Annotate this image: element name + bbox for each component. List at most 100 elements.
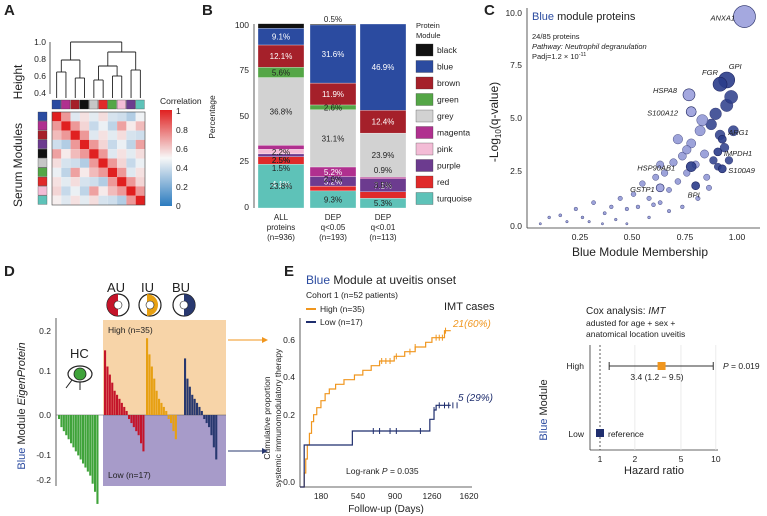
f-xtick: 10	[711, 454, 721, 464]
bar-data-label: 5.6%	[272, 68, 290, 77]
eigenprotein-bar-au	[128, 415, 131, 420]
eigenprotein-bar-hc	[74, 415, 77, 452]
scatter-point	[728, 125, 739, 137]
scatter-point	[652, 173, 660, 181]
eye-icon-bu	[172, 293, 196, 317]
b-legend-title: Protein	[416, 21, 440, 30]
heatmap-cell	[89, 149, 99, 159]
module-swatch	[37, 167, 48, 177]
low-arrow-head	[262, 448, 268, 454]
eigenprotein-bar-hc	[84, 415, 87, 468]
f-row-high: High	[567, 361, 585, 371]
heatmap-cell	[61, 158, 71, 168]
eigenprotein-bar-au	[108, 374, 111, 415]
eigenprotein-bar-bu	[188, 386, 191, 415]
bar-data-label: 0.5%	[324, 15, 342, 24]
eigenprotein-bar-iu	[150, 366, 153, 415]
module-swatch	[37, 121, 48, 131]
eigenprotein-bar-hc	[65, 415, 68, 436]
heatmap-cell	[126, 130, 136, 140]
f-title-text: Cox analysis:	[586, 306, 648, 317]
gene-label: FGR	[702, 68, 718, 77]
c-info-padj: Padj=1.2 × 10-11	[532, 52, 586, 61]
module-swatch	[98, 99, 108, 110]
height-axis-title: Height	[11, 64, 25, 99]
heatmap-cell	[79, 186, 90, 196]
heatmap-cell	[61, 177, 71, 187]
heatmap-cell	[79, 139, 90, 150]
c-padj-exp: -11	[579, 52, 587, 58]
b-ytick: 50	[240, 111, 250, 121]
eigenprotein-bar-au	[104, 350, 107, 415]
f-high-p-label: P	[723, 361, 729, 371]
heatmap-cell	[52, 195, 62, 205]
c-xlabel: Blue Module Membership	[572, 245, 708, 259]
heatmap-cell	[70, 195, 80, 205]
heatmap-cell	[107, 167, 118, 178]
heatmap-cell	[70, 177, 80, 187]
eigenprotein-bar-hc	[96, 415, 99, 504]
heatmap-cell	[126, 149, 136, 159]
heatmap-cell	[107, 121, 118, 131]
bar-category-label: (n=193)	[319, 233, 347, 242]
dendrogram	[56, 41, 141, 98]
legend-label-black: black	[437, 45, 458, 55]
serum-modules-label: Serum Modules	[11, 123, 25, 207]
d-ytick: 0.0	[39, 410, 51, 420]
heatmap-cell	[89, 186, 99, 196]
stacked-segment-magenta	[359, 176, 407, 179]
scatter-point	[724, 90, 738, 104]
eigenprotein-bar-hc	[91, 415, 94, 484]
bar-data-label: 5.2%	[324, 168, 342, 177]
e-logrank-text: Log-rank	[346, 466, 382, 476]
eigenprotein-bar-iu	[148, 354, 151, 415]
legend-swatch-pink	[415, 142, 434, 156]
heatmap-cell	[107, 177, 118, 187]
c-padj-text: Padj=1.2 × 10	[532, 52, 579, 61]
scatter-point	[580, 215, 585, 220]
high-region	[103, 320, 226, 415]
e-cohort: Cohort 1 (n=52 patients)	[306, 290, 398, 300]
legend-label-grey: grey	[437, 111, 454, 121]
module-swatch	[37, 130, 48, 140]
bar-data-label: 46.9%	[372, 63, 395, 72]
heatmap-cell	[70, 112, 80, 122]
eigenprotein-bar-au	[118, 398, 121, 415]
scatter-point	[635, 204, 641, 209]
scatter-point	[587, 220, 591, 224]
eigenprotein-bar-hc	[62, 415, 65, 432]
scatter-point-fgr	[712, 76, 728, 92]
c-xtick: 0.50	[624, 232, 641, 242]
f-title-italic: IMT	[648, 306, 666, 317]
heatmap-cell	[89, 130, 99, 140]
module-swatch	[51, 99, 61, 110]
scatter-point	[674, 178, 682, 185]
e-title-rest: Module at uveitis onset	[330, 273, 457, 287]
eigenprotein-bar-iu	[174, 415, 177, 440]
bar-data-label: 12.4%	[372, 118, 395, 127]
legend-swatch-purple	[415, 159, 434, 172]
bar-data-label: 23.9%	[372, 151, 395, 160]
eye-icon-hc	[65, 365, 93, 390]
panel-e-label: E	[284, 263, 294, 280]
heatmap-cell	[61, 121, 71, 131]
scatter-point	[680, 204, 685, 209]
scatter-point	[614, 217, 618, 222]
module-swatch	[37, 176, 48, 186]
e-high-cases: 21(60%)	[452, 319, 491, 330]
e-ytick: 0.6	[283, 335, 295, 345]
f-xtick: 2	[633, 454, 638, 464]
scatter-point	[667, 209, 671, 214]
heatmap-cell	[61, 195, 71, 205]
bar-category-label: (n=113)	[369, 233, 397, 242]
eigenprotein-bar-au	[116, 394, 119, 415]
b-stacked-bars: 2.5%9.1%12.1%5.6%36.8%2.2%2.5%1.5%4.1%23…	[257, 15, 407, 209]
panel-b: B Percentage 100 75 50 25 0 2.5% 9.1% 12.1…	[202, 2, 472, 242]
eigenprotein-bar-hc	[77, 415, 80, 456]
eigenprotein-bar-hc	[67, 415, 70, 440]
module-swatch	[107, 99, 117, 110]
eigenprotein-bar-hc	[70, 415, 73, 444]
heatmap-cell	[79, 112, 90, 122]
f-xtick: 1	[598, 454, 603, 464]
eigenprotein-bar-hc	[94, 415, 97, 492]
